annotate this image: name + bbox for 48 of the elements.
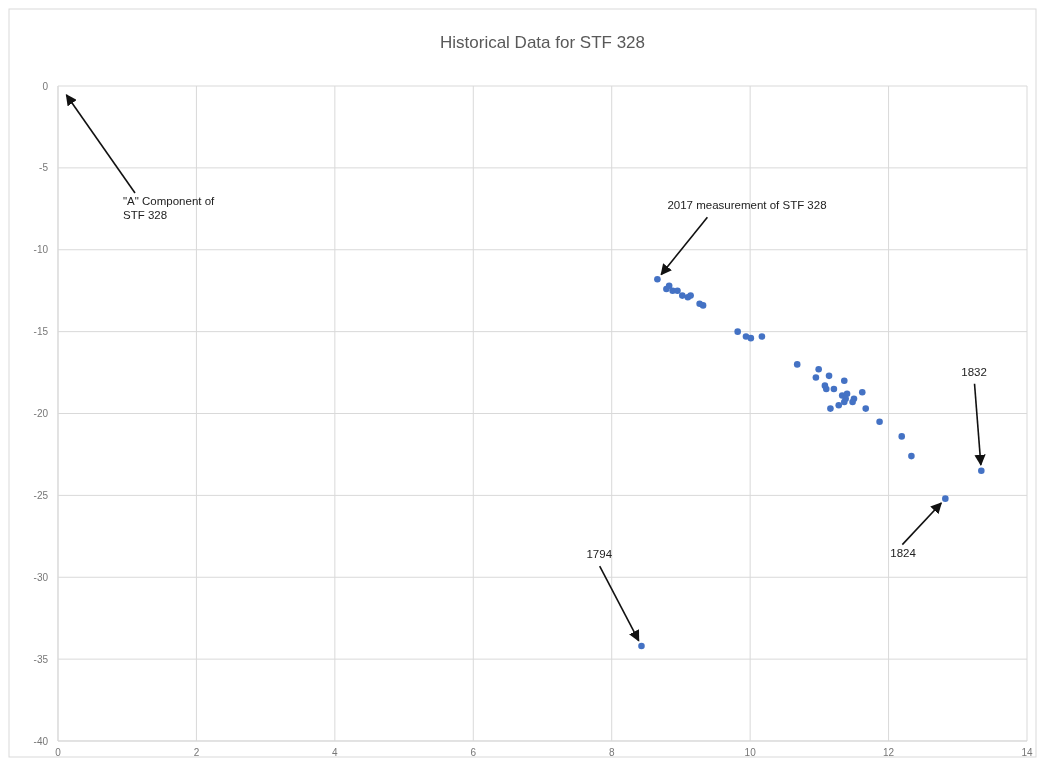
y-tick-label: -15 xyxy=(33,326,49,338)
x-tick-label: 2 xyxy=(193,747,200,758)
y-tick-label: -35 xyxy=(33,653,49,665)
x-tick-label: 10 xyxy=(744,747,757,758)
y-tick-label: -10 xyxy=(33,244,49,256)
annotation: 2017 measurement of STF 328 xyxy=(667,199,827,212)
point xyxy=(978,467,985,475)
x-tick-label: 8 xyxy=(608,747,615,758)
point xyxy=(822,385,830,393)
point xyxy=(825,372,833,380)
point xyxy=(815,365,822,373)
x-tick-label: 0 xyxy=(55,747,62,758)
annotation: 1832 xyxy=(961,365,987,378)
point xyxy=(812,374,820,381)
point xyxy=(699,302,707,309)
point xyxy=(638,642,645,650)
point xyxy=(742,333,750,340)
point xyxy=(835,402,843,409)
point xyxy=(830,385,838,393)
point xyxy=(840,377,848,385)
point xyxy=(858,388,866,396)
x-tick-label: 14 xyxy=(1021,747,1033,758)
y-tick-label: -20 xyxy=(33,408,49,419)
point xyxy=(758,333,766,340)
chart-title: Historical Data for STF 328 xyxy=(439,33,646,52)
x-tick-label: 6 xyxy=(470,747,477,758)
annotation: "A" Component of STF 328 xyxy=(123,195,216,221)
point xyxy=(876,418,883,425)
point xyxy=(734,328,741,335)
y-tick-label: 0 xyxy=(42,80,49,92)
y-tick-label: -5 xyxy=(39,162,49,174)
y-tick-label: -40 xyxy=(33,735,49,747)
point xyxy=(793,361,801,368)
annotation: 1794 xyxy=(586,548,613,561)
x-tick-label: 4 xyxy=(332,747,339,758)
point xyxy=(898,433,906,440)
point xyxy=(862,405,870,412)
point xyxy=(654,275,661,283)
y-tick-label: -30 xyxy=(33,571,49,583)
point xyxy=(942,495,949,502)
y-tick-label: -25 xyxy=(33,489,49,501)
point xyxy=(827,405,834,412)
point xyxy=(674,287,681,294)
point xyxy=(679,292,686,299)
point xyxy=(747,334,755,342)
x-tick-label: 12 xyxy=(883,747,895,758)
annotation: 1824 xyxy=(890,546,917,559)
point xyxy=(908,452,915,460)
